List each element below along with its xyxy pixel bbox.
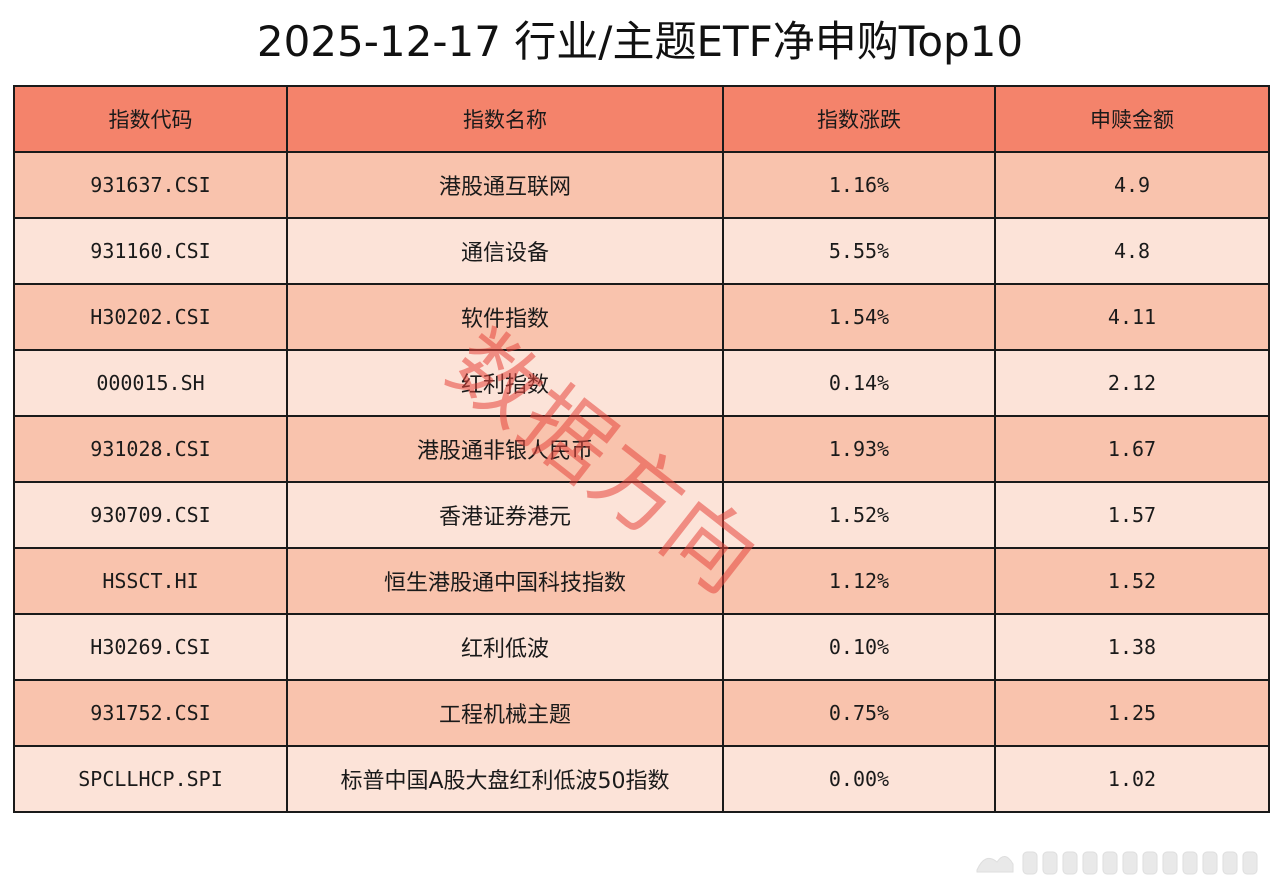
index-code-cell: SPCLLHCP.SPI [13, 745, 288, 813]
index-change-cell: 1.12% [722, 547, 996, 615]
amount-cell: 1.38 [994, 613, 1270, 681]
index-code-cell: 931752.CSI [13, 679, 288, 747]
index-name-cell: 香港证券港元 [286, 481, 724, 549]
table-row: 930709.CSI 香港证券港元 1.52% 1.57 [13, 481, 1270, 549]
table-body: 931637.CSI 港股通互联网 1.16% 4.9 931160.CSI 通信设备 5.… [13, 151, 1270, 813]
index-name-cell: 软件指数 [286, 283, 724, 351]
amount-cell: 1.02 [994, 745, 1270, 813]
index-change-cell: 0.00% [722, 745, 996, 813]
table-row: 931160.CSI 通信设备 5.55% 4.8 [13, 217, 1270, 285]
index-code-cell: HSSCT.HI [13, 547, 288, 615]
index-code-cell: 000015.SH [13, 349, 288, 417]
index-change-cell: 5.55% [722, 217, 996, 285]
header-code: 指数代码 [13, 85, 288, 153]
table-row: 931752.CSI 工程机械主题 0.75% 1.25 [13, 679, 1270, 747]
index-code-cell: 931160.CSI [13, 217, 288, 285]
amount-cell: 4.11 [994, 283, 1270, 351]
table-row: H30269.CSI 红利低波 0.10% 1.38 [13, 613, 1270, 681]
amount-cell: 2.12 [994, 349, 1270, 417]
index-code-cell: H30202.CSI [13, 283, 288, 351]
table-row: HSSCT.HI 恒生港股通中国科技指数 1.12% 1.52 [13, 547, 1270, 615]
index-change-cell: 0.14% [722, 349, 996, 417]
table-header-row: 指数代码 指数名称 指数涨跌 申赎金额 [13, 85, 1270, 153]
index-change-cell: 0.75% [722, 679, 996, 747]
page-title: 2025-12-17 行业/主题ETF净申购Top10 [256, 17, 1024, 66]
index-name-cell: 标普中国A股大盘红利低波50指数 [286, 745, 724, 813]
index-change-cell: 1.93% [722, 415, 996, 483]
etf-table: 指数代码 指数名称 指数涨跌 申赎金额 931637.CSI 港股通互联网 1.16% 4.… [13, 85, 1270, 813]
amount-cell: 1.52 [994, 547, 1270, 615]
amount-cell: 4.8 [994, 217, 1270, 285]
index-name-cell: 红利低波 [286, 613, 724, 681]
table-row: 931028.CSI 港股通非银人民币 1.93% 1.67 [13, 415, 1270, 483]
index-code-cell: 931028.CSI [13, 415, 288, 483]
index-code-cell: 931637.CSI [13, 151, 288, 219]
table-row: H30202.CSI 软件指数 1.54% 4.11 [13, 283, 1270, 351]
index-code-cell: 930709.CSI [13, 481, 288, 549]
index-change-cell: 1.52% [722, 481, 996, 549]
index-name-cell: 恒生港股通中国科技指数 [286, 547, 724, 615]
index-change-cell: 1.54% [722, 283, 996, 351]
table-row: 000015.SH 红利指数 0.14% 2.12 [13, 349, 1270, 417]
index-change-cell: 0.10% [722, 613, 996, 681]
index-code-cell: H30269.CSI [13, 613, 288, 681]
amount-cell: 1.67 [994, 415, 1270, 483]
table-row: SPCLLHCP.SPI 标普中国A股大盘红利低波50指数 0.00% 1.02 [13, 745, 1270, 813]
index-name-cell: 红利指数 [286, 349, 724, 417]
header-amount: 申赎金额 [994, 85, 1270, 153]
footer-logo-icon [976, 851, 1258, 875]
table-row: 931637.CSI 港股通互联网 1.16% 4.9 [13, 151, 1270, 219]
index-name-cell: 通信设备 [286, 217, 724, 285]
amount-cell: 4.9 [994, 151, 1270, 219]
header-change: 指数涨跌 [722, 85, 996, 153]
index-change-cell: 1.16% [722, 151, 996, 219]
index-name-cell: 港股通非银人民币 [286, 415, 724, 483]
amount-cell: 1.25 [994, 679, 1270, 747]
amount-cell: 1.57 [994, 481, 1270, 549]
index-name-cell: 工程机械主题 [286, 679, 724, 747]
index-name-cell: 港股通互联网 [286, 151, 724, 219]
header-name: 指数名称 [286, 85, 724, 153]
